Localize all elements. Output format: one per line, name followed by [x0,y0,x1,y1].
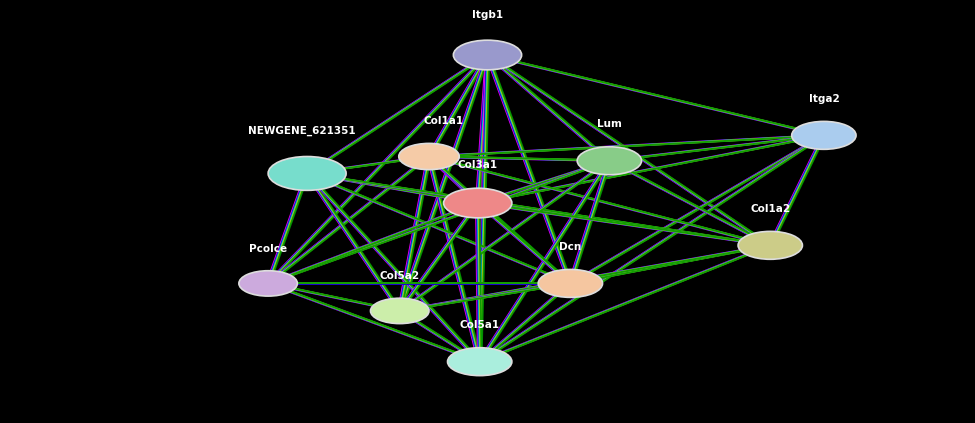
Text: Col3a1: Col3a1 [457,160,498,170]
Circle shape [268,157,346,190]
Text: Col1a1: Col1a1 [423,116,464,126]
Circle shape [448,348,512,376]
Text: Pcolce: Pcolce [249,244,288,254]
Text: Itgb1: Itgb1 [472,10,503,20]
Text: Col1a2: Col1a2 [750,203,791,214]
Circle shape [370,298,429,324]
Circle shape [738,231,802,259]
Circle shape [239,271,297,296]
Text: NEWGENE_621351: NEWGENE_621351 [249,126,356,136]
Circle shape [792,121,856,149]
Text: Col5a2: Col5a2 [379,271,420,281]
Text: Itga2: Itga2 [808,93,839,104]
Text: Lum: Lum [597,119,622,129]
Circle shape [444,188,512,218]
Circle shape [399,143,459,170]
Text: Dcn: Dcn [560,242,581,252]
Circle shape [453,40,522,70]
Text: Col5a1: Col5a1 [459,320,500,330]
Circle shape [538,269,603,297]
Circle shape [577,147,642,175]
